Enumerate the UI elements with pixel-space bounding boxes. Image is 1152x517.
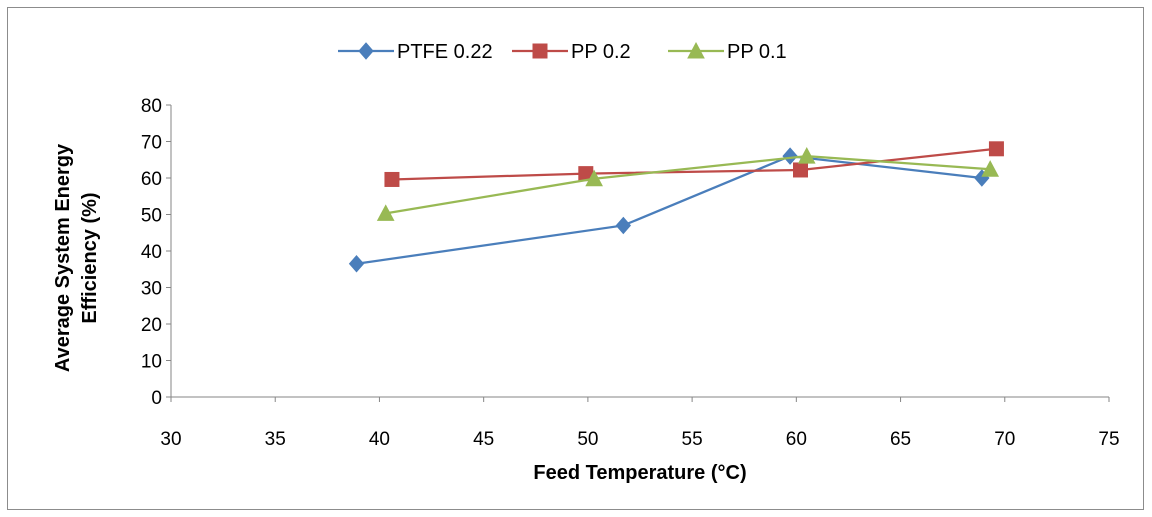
data-point xyxy=(384,171,400,187)
x-axis-title: Feed Temperature (°C) xyxy=(533,462,746,484)
y-tick-label: 60 xyxy=(141,169,162,190)
data-point xyxy=(782,147,798,165)
x-tick-label: 75 xyxy=(1098,429,1119,450)
x-tick-label: 65 xyxy=(890,429,911,450)
data-point xyxy=(797,147,816,164)
legend-item-pp-0-1: PP 0.1 xyxy=(668,41,787,63)
series-line xyxy=(356,154,982,265)
y-tick-label: 20 xyxy=(141,315,162,336)
chart-frame xyxy=(7,7,1144,510)
data-point xyxy=(348,255,365,273)
y-tick-label: 0 xyxy=(151,388,162,409)
x-tick-label: 35 xyxy=(265,429,286,450)
data-point xyxy=(615,216,631,235)
series-pp-0-2 xyxy=(384,141,1004,187)
y-tick-label: 30 xyxy=(141,279,162,300)
series-ptfe-0-22 xyxy=(348,147,990,273)
series-layer xyxy=(348,141,1004,273)
series-line xyxy=(391,147,997,181)
data-point xyxy=(585,169,603,187)
data-point xyxy=(376,204,395,221)
x-tick-label: 30 xyxy=(160,429,181,450)
y-axis-title-line: Average System Energy xyxy=(52,143,74,372)
axes: 0 10 20 30 40 50 60 70 80 30 35 40 45 50 55 60 65 70 75 xyxy=(141,96,1120,450)
data-point xyxy=(793,162,809,178)
legend-label: PTFE 0.22 xyxy=(397,41,493,63)
legend-label: PP 0.1 xyxy=(727,41,787,63)
data-point xyxy=(988,141,1004,157)
x-tick-label: 45 xyxy=(473,429,494,450)
y-tick-label: 40 xyxy=(141,242,162,263)
y-axis-title: Average System Energy Efficiency (%) xyxy=(52,143,101,372)
y-axis-title-line: Efficiency (%) xyxy=(79,192,101,323)
y-tick-label: 50 xyxy=(141,206,162,227)
legend-item-pp-0-2: PP 0.2 xyxy=(512,41,631,63)
series-line xyxy=(385,154,991,215)
data-point xyxy=(981,160,1000,177)
y-tick-label: 80 xyxy=(141,96,162,117)
series-pp-0-1 xyxy=(376,147,1000,221)
x-tick-label: 50 xyxy=(577,429,598,450)
x-tick-label: 55 xyxy=(682,429,703,450)
x-tick-label: 40 xyxy=(369,429,390,450)
x-tick-label: 70 xyxy=(994,429,1015,450)
legend-item-ptfe-0-22: PTFE 0.22 xyxy=(338,41,493,63)
x-tick-label: 60 xyxy=(786,429,807,450)
legend-marker xyxy=(358,42,374,60)
legend-marker xyxy=(532,43,548,59)
legend-label: PP 0.2 xyxy=(571,41,631,63)
legend: PTFE 0.22 PP 0.2 PP 0.1 xyxy=(338,41,787,63)
y-tick-label: 10 xyxy=(141,352,162,373)
legend-marker xyxy=(687,41,705,59)
y-tick-label: 70 xyxy=(141,133,162,154)
